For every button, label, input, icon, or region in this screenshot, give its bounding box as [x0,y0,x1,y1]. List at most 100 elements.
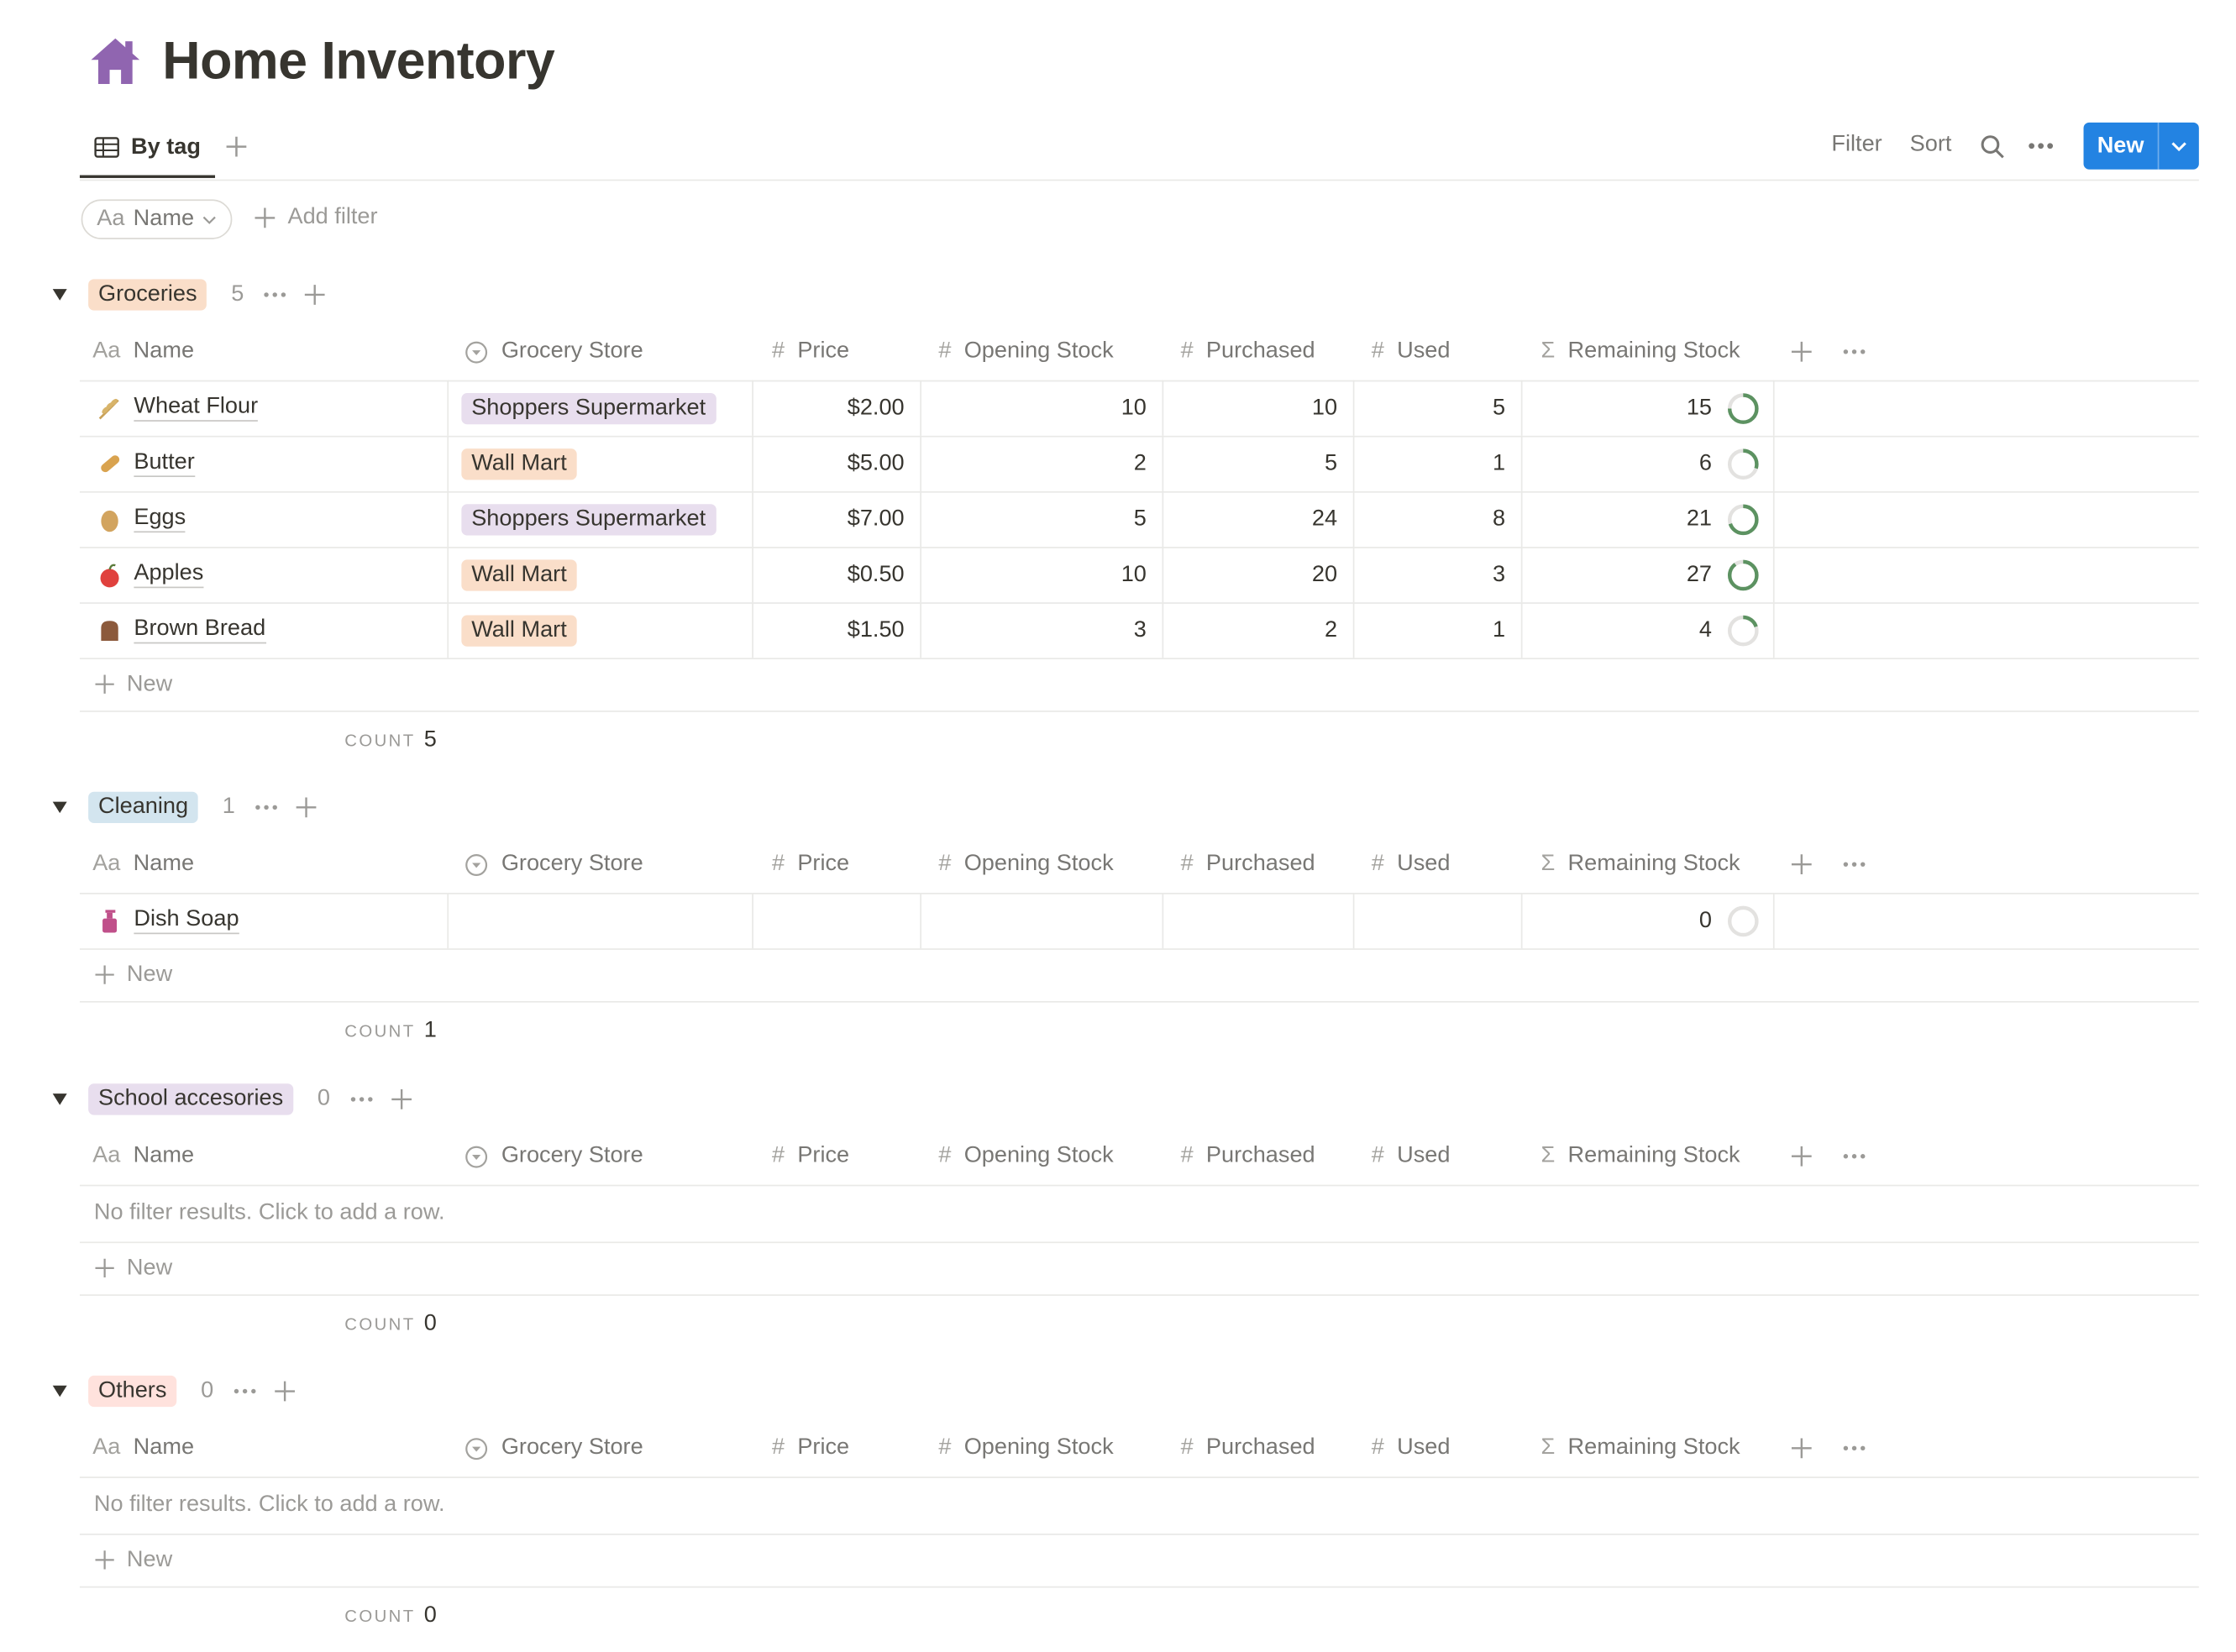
remaining-stock-cell[interactable]: 15 [1521,380,1761,436]
remaining-stock-cell[interactable]: 4 [1521,602,1761,658]
column-header-grocery-store[interactable]: Grocery Store [465,1128,643,1185]
column-header-used[interactable]: # Used [1372,323,1451,380]
purchased-cell[interactable]: 24 [1311,506,1338,531]
purchased-cell[interactable]: 5 [1324,450,1338,475]
collapse-triangle-icon[interactable] [51,1091,68,1108]
table-row[interactable]: Apples Wall Mart $0.50 10 20 3 27 [79,547,2199,604]
item-name[interactable]: Butter [134,450,195,477]
column-header-price[interactable]: # Price [772,1128,849,1185]
group-tag[interactable]: Others [88,1375,177,1408]
item-name[interactable]: Apples [134,561,204,589]
grocery-store-cell[interactable]: Wall Mart [461,436,752,491]
price-cell[interactable] [752,893,904,948]
grocery-store-cell[interactable]: Shoppers Supermarket [461,491,752,547]
search-icon[interactable] [1980,134,2006,160]
table-row[interactable]: Brown Bread Wall Mart $1.50 3 2 1 4 [79,602,2199,660]
add-new-row[interactable]: New [79,1534,2199,1588]
opening-cell[interactable]: 10 [1121,561,1147,586]
name-cell[interactable]: Dish Soap [97,893,447,948]
opening-cell[interactable]: 3 [1133,616,1147,642]
collapse-triangle-icon[interactable] [51,799,68,816]
remaining-stock-cell[interactable]: 6 [1521,436,1761,491]
grocery-store-cell[interactable]: Wall Mart [461,547,752,602]
column-header-remaining-stock[interactable]: Σ Remaining Stock [1541,1419,1740,1476]
chevron-down-icon[interactable] [2159,140,2198,152]
column-header-name[interactable]: Aa Name [92,323,194,380]
item-name[interactable]: Dish Soap [134,907,239,935]
group-header[interactable]: Others 0 [51,1372,296,1409]
column-header-price[interactable]: # Price [772,1419,849,1476]
used-cell[interactable]: 8 [1493,506,1506,531]
column-header-opening-stock[interactable]: # Opening Stock [938,1128,1113,1185]
column-header-grocery-store[interactable]: Grocery Store [465,1419,643,1476]
used-cell[interactable]: 5 [1493,395,1506,420]
grocery-store-cell[interactable]: Wall Mart [461,602,752,658]
collapse-triangle-icon[interactable] [51,286,68,303]
opening-cell[interactable]: 2 [1133,450,1147,475]
add-view-plus-icon[interactable] [223,134,249,160]
group-count-footer[interactable]: COUNT 1 [344,1018,436,1044]
column-header-remaining-stock[interactable]: Σ Remaining Stock [1541,323,1740,380]
add-new-row[interactable]: New [79,1241,2199,1296]
add-property-plus-icon[interactable] [1790,853,1813,876]
add-new-row[interactable]: New [79,948,2199,1003]
column-header-purchased[interactable]: # Purchased [1181,1419,1315,1476]
column-header-opening-stock[interactable]: # Opening Stock [938,836,1113,893]
item-name[interactable]: Brown Bread [134,616,266,644]
collapse-triangle-icon[interactable] [51,1382,68,1399]
column-header-name[interactable]: Aa Name [92,1128,194,1185]
column-header-price[interactable]: # Price [772,836,849,893]
more-options-icon[interactable] [1843,349,1866,354]
more-options-icon[interactable] [1843,1153,1866,1159]
item-name[interactable]: Wheat Flour [134,395,259,422]
opening-cell[interactable]: 5 [1133,506,1147,531]
grocery-store-cell[interactable] [461,893,752,948]
empty-results-row[interactable]: No filter results. Click to add a row. [79,1185,2199,1244]
add-property-plus-icon[interactable] [1790,1145,1813,1167]
group-count-footer[interactable]: COUNT 0 [344,1312,436,1338]
name-cell[interactable]: Butter [97,436,447,491]
add-filter-button[interactable]: Add filter [254,205,378,231]
purchased-cell[interactable]: 2 [1324,616,1338,642]
used-cell[interactable]: 1 [1493,450,1506,475]
purchased-cell[interactable]: 10 [1311,395,1338,420]
sort-button[interactable]: Sort [1909,132,1952,157]
name-cell[interactable]: Apples [97,547,447,602]
add-row-plus-icon[interactable] [304,283,327,306]
group-tag[interactable]: Cleaning [88,791,198,823]
house-icon[interactable] [88,34,142,88]
grocery-store-cell[interactable]: Shoppers Supermarket [461,380,752,436]
remaining-stock-cell[interactable]: 0 [1521,893,1761,948]
add-new-row[interactable]: New [79,658,2199,712]
column-header-grocery-store[interactable]: Grocery Store [465,323,643,380]
name-sort-pill[interactable]: Aa Name [81,199,233,239]
column-header-used[interactable]: # Used [1372,836,1451,893]
used-cell[interactable]: 3 [1493,561,1506,586]
column-header-opening-stock[interactable]: # Opening Stock [938,323,1113,380]
price-cell[interactable]: $2.00 [847,395,905,420]
new-button[interactable]: New [2083,122,2199,170]
add-row-plus-icon[interactable] [390,1088,412,1110]
column-header-purchased[interactable]: # Purchased [1181,1128,1315,1185]
add-property-plus-icon[interactable] [1790,1437,1813,1460]
add-property-plus-icon[interactable] [1790,340,1813,363]
more-options-icon[interactable] [2028,143,2054,149]
purchased-cell[interactable]: 20 [1311,561,1338,586]
group-count-footer[interactable]: COUNT 5 [344,727,436,753]
purchased-cell[interactable] [1163,893,1338,948]
column-header-remaining-stock[interactable]: Σ Remaining Stock [1541,836,1740,893]
filter-button[interactable]: Filter [1831,132,1882,157]
column-header-purchased[interactable]: # Purchased [1181,836,1315,893]
table-row[interactable]: Butter Wall Mart $5.00 2 5 1 6 [79,435,2199,493]
price-cell[interactable]: $5.00 [847,450,905,475]
more-options-icon[interactable] [1843,862,1866,868]
table-row[interactable]: Wheat Flour Shoppers Supermarket $2.00 10 10… [79,380,2199,438]
more-options-icon[interactable] [1843,1445,1866,1451]
column-header-grocery-store[interactable]: Grocery Store [465,836,643,893]
name-cell[interactable]: Eggs [97,491,447,547]
column-header-price[interactable]: # Price [772,323,849,380]
name-cell[interactable]: Wheat Flour [97,380,447,436]
column-header-used[interactable]: # Used [1372,1128,1451,1185]
remaining-stock-cell[interactable]: 27 [1521,547,1761,602]
group-header[interactable]: School accesories 0 [51,1081,412,1118]
